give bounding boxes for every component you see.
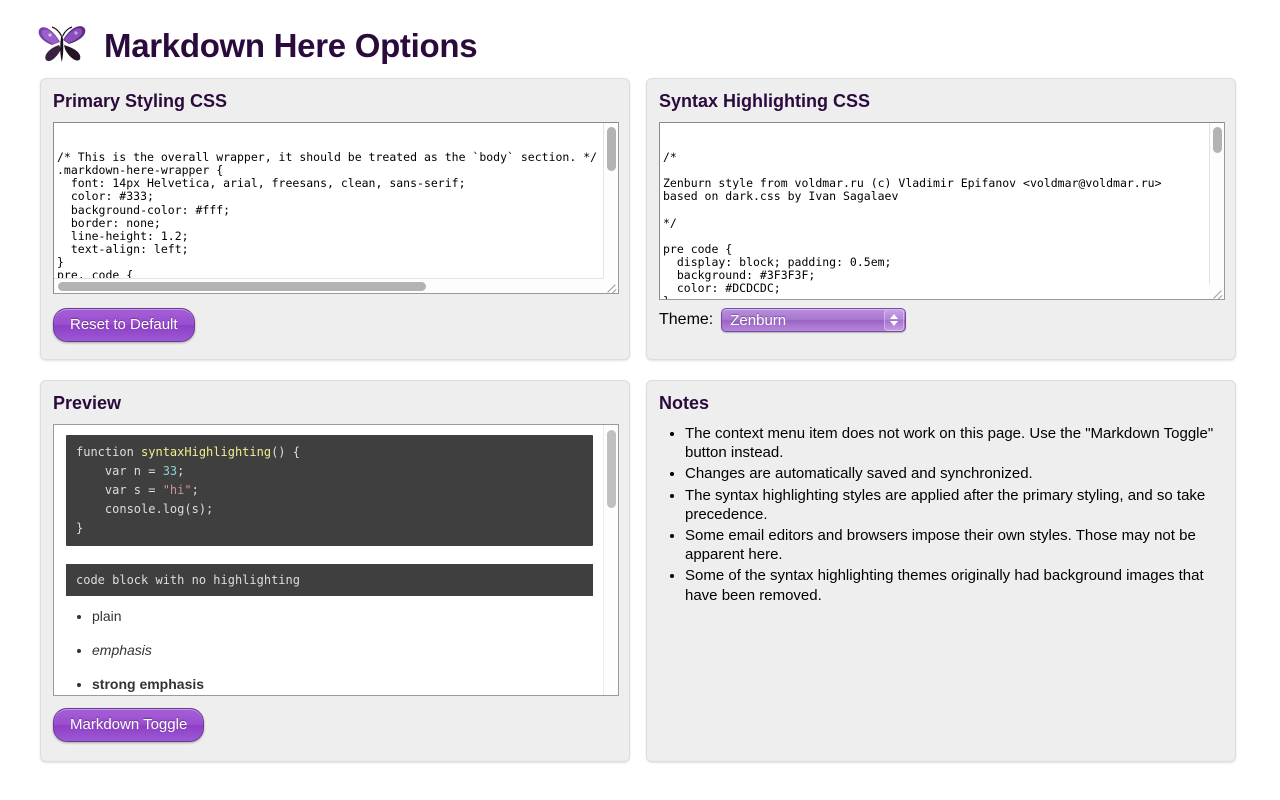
- syntax-highlighting-textarea-value: /* Zenburn style from voldmar.ru (c) Vla…: [663, 150, 1162, 299]
- notes-list: The context menu item does not work on t…: [659, 424, 1223, 605]
- code-token-title: syntaxHighlighting: [141, 445, 272, 459]
- syntax-highlighting-vertical-scrollbar[interactable]: [1209, 123, 1224, 299]
- preview-vertical-scrollbar[interactable]: [603, 425, 618, 695]
- notes-list-item: The context menu item does not work on t…: [685, 424, 1223, 462]
- resize-grip-icon[interactable]: [1209, 284, 1224, 299]
- preview-list: plain emphasis strong emphasis: [66, 608, 593, 692]
- chevron-up-icon: [890, 314, 899, 319]
- code-token-keyword: function: [76, 445, 142, 459]
- notes-list-item: Some email editors and browsers impose t…: [685, 526, 1223, 564]
- theme-select-value: Zenburn: [730, 311, 787, 329]
- notes-list-item: The syntax highlighting styles are appli…: [685, 486, 1223, 524]
- primary-styling-textarea-value: /* This is the overall wrapper, it shoul…: [57, 150, 598, 293]
- toggle-button-wrap: Markdown Toggle: [53, 708, 617, 742]
- preview-box[interactable]: function syntaxHighlighting() { var n = …: [53, 424, 619, 696]
- syntax-highlighting-title: Syntax Highlighting CSS: [659, 91, 871, 111]
- notes-title: Notes: [659, 393, 710, 413]
- list-item: strong emphasis: [92, 676, 593, 693]
- theme-select[interactable]: Zenburn: [721, 308, 907, 332]
- resize-grip-icon[interactable]: [603, 278, 618, 293]
- panel-syntax-highlighting-css: Syntax Highlighting CSS /* Zenburn style…: [646, 78, 1236, 360]
- chevron-updown-icon[interactable]: [884, 309, 905, 331]
- chevron-down-icon: [890, 321, 899, 326]
- page-header: Markdown Here Options: [0, 0, 1280, 78]
- scrollbar-thumb[interactable]: [58, 282, 426, 291]
- scrollbar-thumb[interactable]: [607, 127, 616, 171]
- reset-to-default-button[interactable]: Reset to Default: [53, 308, 195, 342]
- code-token-number: 33: [162, 464, 178, 478]
- code-token-plain: ;: [177, 464, 185, 478]
- code-token-plain: var s =: [76, 483, 163, 497]
- list-item: emphasis: [92, 642, 593, 659]
- code-token-plain: console.log(s);: [76, 502, 214, 516]
- notes-list-item: Some of the syntax highlighting themes o…: [685, 566, 1223, 604]
- preview-title: Preview: [53, 393, 122, 413]
- notes-list-item: Changes are automatically saved and sync…: [685, 464, 1223, 483]
- code-token-plain: }: [76, 521, 84, 535]
- theme-label: Theme:: [659, 311, 714, 328]
- reset-button-wrap: Reset to Default: [53, 308, 617, 342]
- panel-notes: Notes The context menu item does not wor…: [646, 380, 1236, 762]
- butterfly-icon: [34, 19, 92, 71]
- theme-row: Theme: Zenburn: [659, 308, 1223, 332]
- scrollbar-thumb[interactable]: [607, 430, 616, 508]
- preview-highlighted-code: function syntaxHighlighting() { var n = …: [66, 435, 593, 546]
- primary-styling-horizontal-scrollbar[interactable]: [54, 278, 618, 293]
- panel-primary-styling-css: Primary Styling CSS /* This is the overa…: [40, 78, 630, 360]
- code-token-plain: () {: [271, 445, 300, 459]
- primary-styling-textarea[interactable]: /* This is the overall wrapper, it shoul…: [53, 122, 619, 294]
- scrollbar-thumb[interactable]: [1213, 127, 1222, 153]
- page-title: Markdown Here Options: [104, 26, 478, 64]
- list-item: plain: [92, 608, 593, 625]
- preview-plain-code: code block with no highlighting: [66, 564, 593, 596]
- panel-preview: Preview function syntaxHighlighting() { …: [40, 380, 630, 762]
- code-token-string: "hi": [162, 483, 192, 497]
- code-token-plain: var n =: [76, 464, 163, 478]
- preview-content: function syntaxHighlighting() { var n = …: [54, 425, 605, 695]
- primary-styling-title: Primary Styling CSS: [53, 91, 228, 111]
- code-token-plain: ;: [191, 483, 199, 497]
- panels-grid: Primary Styling CSS /* This is the overa…: [0, 78, 1280, 762]
- syntax-highlighting-textarea[interactable]: /* Zenburn style from voldmar.ru (c) Vla…: [659, 122, 1225, 300]
- markdown-toggle-button[interactable]: Markdown Toggle: [53, 708, 205, 742]
- primary-styling-vertical-scrollbar[interactable]: [603, 123, 618, 293]
